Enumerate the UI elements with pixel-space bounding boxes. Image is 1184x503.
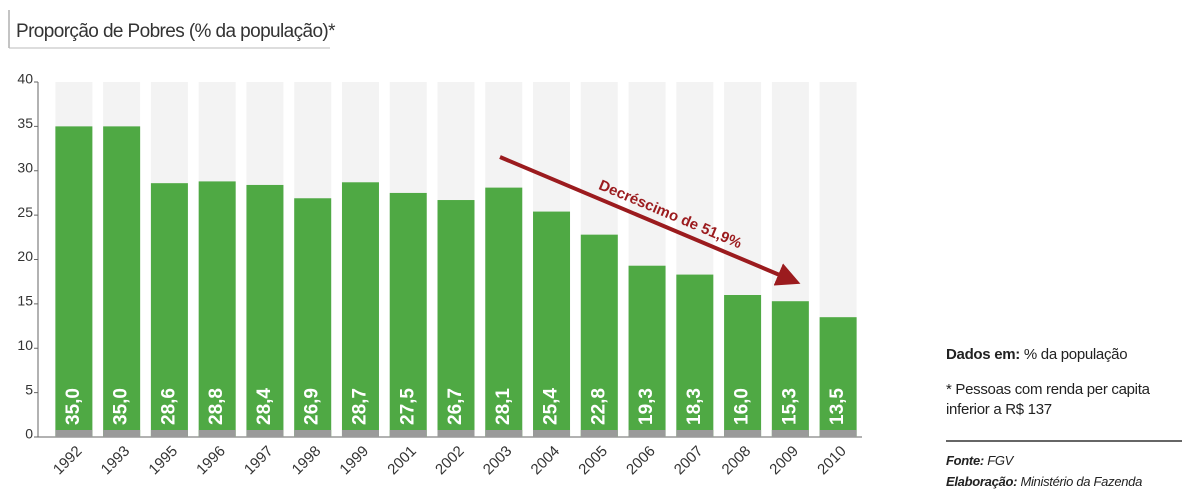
value-label: 25,4 xyxy=(541,388,562,425)
bar-base xyxy=(198,430,236,437)
y-tick-label: 40 xyxy=(17,71,33,87)
bar xyxy=(246,184,284,437)
units-note: Dados em: % da população xyxy=(946,346,1128,363)
value-label: 28,8 xyxy=(206,388,227,425)
trend-arrow xyxy=(499,155,801,286)
bar-base xyxy=(819,430,857,437)
bar xyxy=(198,181,236,437)
x-tick-label: 2009 xyxy=(766,443,802,479)
x-tick-label: 1992 xyxy=(50,443,86,479)
notes-rule xyxy=(946,440,1182,442)
bar-base xyxy=(103,430,141,437)
bar xyxy=(103,126,141,437)
x-tick-label: 1996 xyxy=(193,443,229,479)
source-note: Fonte: FGV xyxy=(946,453,1013,468)
value-label: 28,4 xyxy=(254,388,275,425)
bar-base xyxy=(294,430,332,437)
units-label: Dados em: xyxy=(946,346,1020,363)
bar-base xyxy=(246,430,284,437)
bar xyxy=(724,295,762,437)
bar xyxy=(580,234,618,437)
value-label: 26,7 xyxy=(445,388,466,425)
bar xyxy=(294,198,332,437)
bar xyxy=(389,192,427,437)
bar-base xyxy=(724,430,762,437)
value-label: 28,1 xyxy=(493,388,514,425)
value-label: 22,8 xyxy=(588,388,609,425)
value-label: 13,5 xyxy=(827,388,848,425)
units: % da população xyxy=(1023,346,1128,363)
bar-base xyxy=(533,430,571,437)
x-tick-label: 2010 xyxy=(814,443,850,479)
x-tick-label: 1995 xyxy=(145,443,181,479)
footnote: * Pessoas com renda per capita inferior … xyxy=(946,381,1150,418)
bar xyxy=(150,183,188,437)
annotation: Decréscimo de 51,9% xyxy=(596,177,744,252)
bar xyxy=(819,317,857,437)
y-tick-label: 5 xyxy=(25,381,33,397)
bar xyxy=(55,126,93,437)
bar-base xyxy=(580,430,618,437)
x-tick-label: 1998 xyxy=(289,443,325,479)
value-label: 28,7 xyxy=(349,388,370,425)
x-tick-label: 2001 xyxy=(384,443,420,479)
y-tick-label: 35 xyxy=(17,115,33,131)
value-label: 35,0 xyxy=(63,388,84,425)
bar xyxy=(628,265,666,437)
x-tick-label: 2004 xyxy=(528,443,564,479)
x-tick-label: 2008 xyxy=(719,443,755,479)
bar-base xyxy=(485,430,523,437)
value-label: 19,3 xyxy=(636,388,657,425)
x-tick-label: 1997 xyxy=(241,443,277,479)
value-label: 26,9 xyxy=(302,388,323,425)
bar-base xyxy=(55,430,93,437)
value-label: 27,5 xyxy=(397,388,418,425)
bar xyxy=(437,200,475,437)
x-tick-label: 2002 xyxy=(432,443,468,479)
value-label: 18,3 xyxy=(684,388,705,425)
x-tick-label: 2003 xyxy=(480,443,516,479)
value-label: 35,0 xyxy=(111,388,132,425)
y-tick-label: 30 xyxy=(17,159,33,175)
y-tick-label: 20 xyxy=(17,248,33,264)
y-tick-label: 0 xyxy=(25,426,33,442)
x-tick-label: 1993 xyxy=(98,443,134,479)
value-label: 28,6 xyxy=(158,388,179,425)
source: FGV xyxy=(987,453,1014,468)
y-tick-label: 15 xyxy=(17,293,33,309)
x-tick-label: 2006 xyxy=(623,443,659,479)
source-label: Fonte: xyxy=(946,453,984,468)
x-tick-label: 2007 xyxy=(671,443,707,479)
y-tick-label: 10 xyxy=(17,337,33,353)
bar-base xyxy=(676,430,714,437)
bar xyxy=(533,211,571,437)
bar xyxy=(676,274,714,437)
x-tick-label: 1999 xyxy=(336,443,372,479)
bar-base xyxy=(341,430,379,437)
elaboration: Ministério da Fazenda xyxy=(1020,474,1143,489)
bar-base xyxy=(771,430,809,437)
bar-base xyxy=(150,430,188,437)
bar xyxy=(485,187,523,437)
elaboration-note: Elaboração: Ministério da Fazenda xyxy=(946,474,1142,489)
elaboration-label: Elaboração: xyxy=(946,474,1018,489)
bar-base xyxy=(628,430,666,437)
bar xyxy=(341,182,379,437)
value-label: 16,0 xyxy=(732,388,753,425)
bar-base xyxy=(389,430,427,437)
value-label: 15,3 xyxy=(779,388,800,425)
bar xyxy=(771,301,809,437)
bar-base xyxy=(437,430,475,437)
x-tick-label: 2005 xyxy=(575,443,611,479)
chart-title: Proporção de Pobres (% da população)* xyxy=(16,21,336,42)
y-tick-label: 25 xyxy=(17,204,33,220)
